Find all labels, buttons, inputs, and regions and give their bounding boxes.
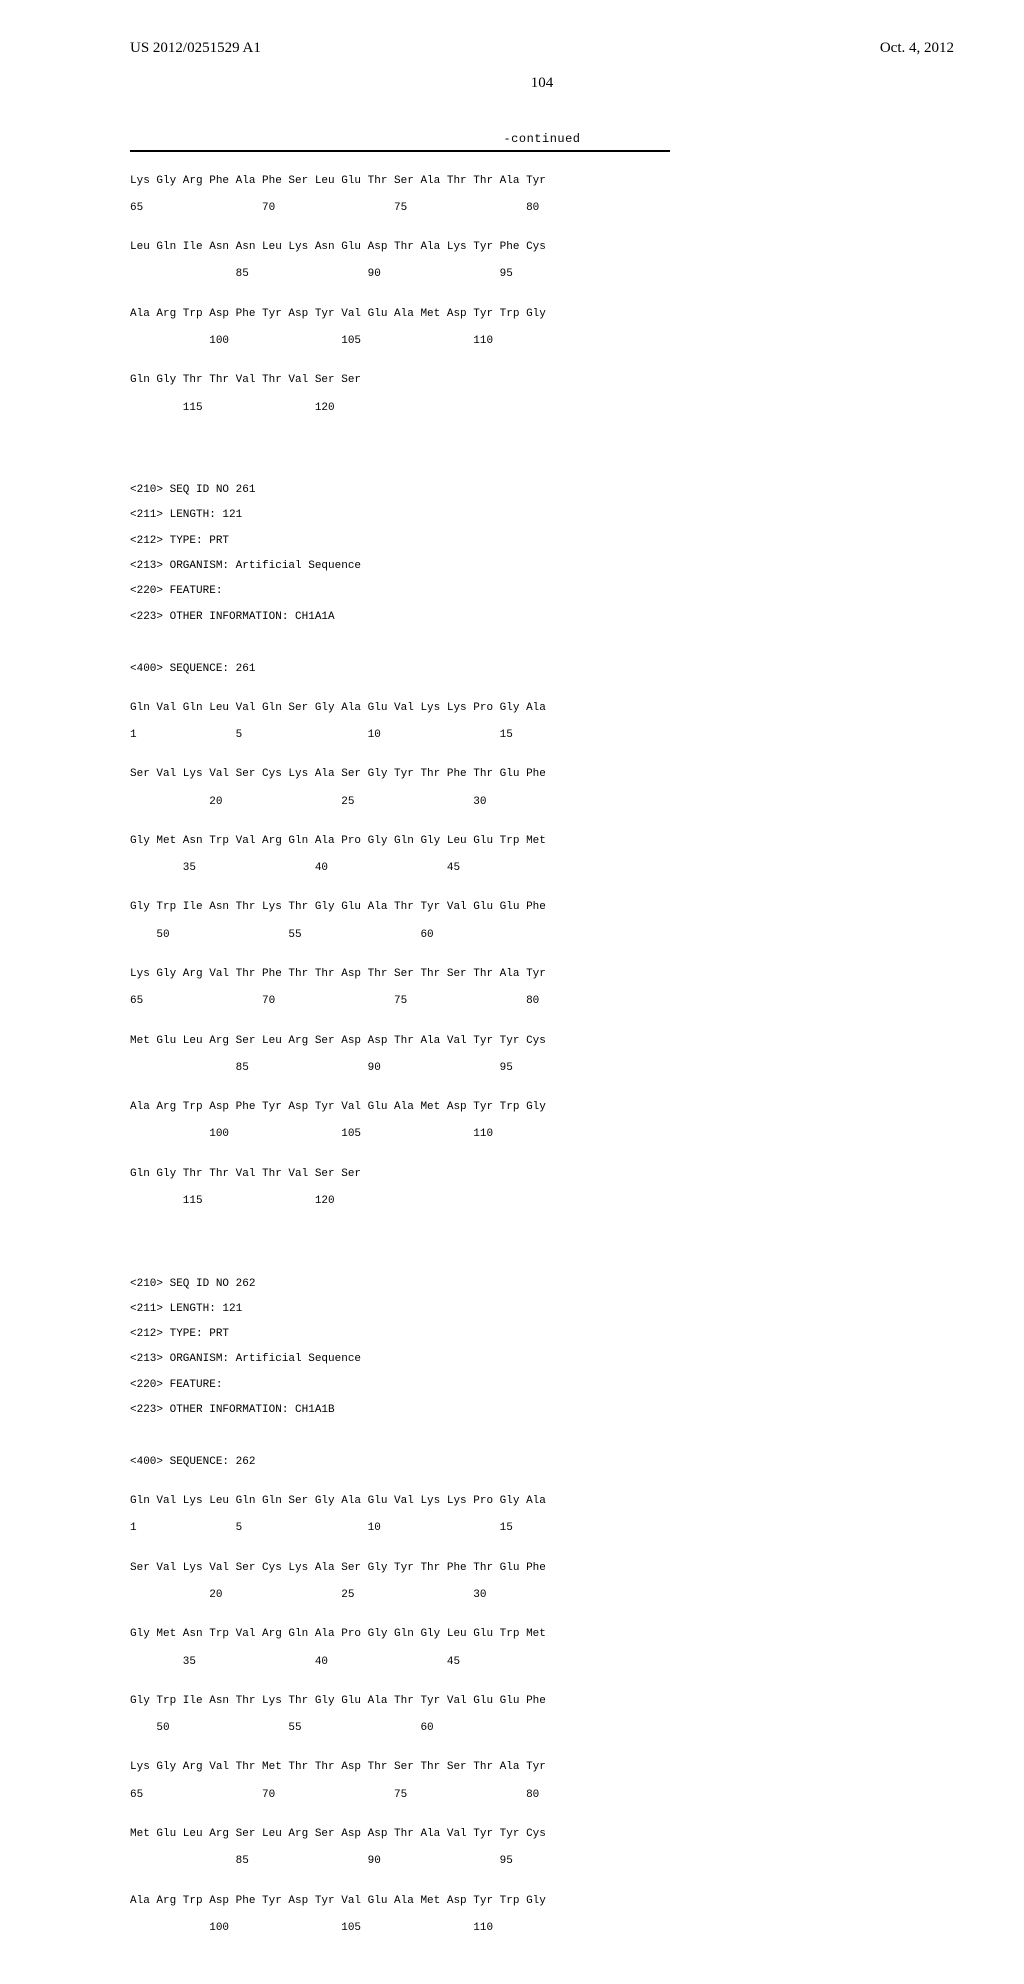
seq262-header: <400> SEQUENCE: 262 [130, 1456, 670, 1469]
seq-num-row: 35 40 45 [130, 1656, 670, 1669]
seq262-meta: <210> SEQ ID NO 262 <211> LENGTH: 121 <2… [130, 1265, 670, 1442]
seq-aa-row: Gln Gly Thr Thr Val Thr Val Ser Ser [130, 374, 670, 387]
meta-line: <213> ORGANISM: Artificial Sequence [130, 1353, 670, 1366]
meta-line: <211> LENGTH: 121 [130, 509, 670, 522]
continued-label: -continued [130, 132, 954, 146]
seq-num-row: 20 25 30 [130, 796, 670, 809]
seq-aa-row: Ser Val Lys Val Ser Cys Lys Ala Ser Gly … [130, 768, 670, 781]
meta-line: <213> ORGANISM: Artificial Sequence [130, 560, 670, 573]
seq-num-row: 115 120 [130, 402, 670, 415]
seq262-sequence: Gln Val Lys Leu Gln Gln Ser Gly Ala Glu … [130, 1483, 670, 1974]
seq-num-row: 20 25 30 [130, 1589, 670, 1602]
meta-line: <212> TYPE: PRT [130, 535, 670, 548]
meta-line: <223> OTHER INFORMATION: CH1A1B [130, 1404, 670, 1417]
meta-line: <210> SEQ ID NO 261 [130, 484, 670, 497]
seq-aa-row: Ala Arg Trp Asp Phe Tyr Asp Tyr Val Glu … [130, 1895, 670, 1908]
seq-aa-row: Gln Gly Thr Thr Val Thr Val Ser Ser [130, 1168, 670, 1181]
sequence-listing: Lys Gly Arg Phe Ala Phe Ser Leu Glu Thr … [130, 150, 670, 1984]
meta-line: <220> FEATURE: [130, 585, 670, 598]
seq-aa-row: Gly Trp Ile Asn Thr Lys Thr Gly Glu Ala … [130, 1695, 670, 1708]
seq-num-row: 65 70 75 80 [130, 995, 670, 1008]
seq-num-row: 100 105 110 [130, 1128, 670, 1141]
meta-line: <210> SEQ ID NO 262 [130, 1278, 670, 1291]
seq-aa-row: Gly Met Asn Trp Val Arg Gln Ala Pro Gly … [130, 835, 670, 848]
seq261-header: <400> SEQUENCE: 261 [130, 663, 670, 676]
meta-line: <212> TYPE: PRT [130, 1328, 670, 1341]
publication-date: Oct. 4, 2012 [880, 40, 954, 57]
seq-num-row: 50 55 60 [130, 1722, 670, 1735]
page-number: 104 [130, 75, 954, 92]
seq-aa-row: Gly Met Asn Trp Val Arg Gln Ala Pro Gly … [130, 1628, 670, 1641]
seq261-meta: <210> SEQ ID NO 261 <211> LENGTH: 121 <2… [130, 472, 670, 649]
seq-num-row: 100 105 110 [130, 335, 670, 348]
page-header: US 2012/0251529 A1 Oct. 4, 2012 [130, 40, 954, 57]
seq-num-row: 85 90 95 [130, 1855, 670, 1868]
seq-aa-row: Lys Gly Arg Val Thr Met Thr Thr Asp Thr … [130, 1761, 670, 1774]
seq-num-row: 85 90 95 [130, 268, 670, 281]
partial-sequence-block: Lys Gly Arg Phe Ala Phe Ser Leu Glu Thr … [130, 162, 670, 454]
seq-num-row: 65 70 75 80 [130, 202, 670, 215]
seq-aa-row: Gln Val Gln Leu Val Gln Ser Gly Ala Glu … [130, 702, 670, 715]
seq-aa-row: Met Glu Leu Arg Ser Leu Arg Ser Asp Asp … [130, 1035, 670, 1048]
seq-aa-row: Ala Arg Trp Asp Phe Tyr Asp Tyr Val Glu … [130, 308, 670, 321]
meta-line: <223> OTHER INFORMATION: CH1A1A [130, 611, 670, 624]
seq-aa-row: Gly Trp Ile Asn Thr Lys Thr Gly Glu Ala … [130, 901, 670, 914]
seq-num-row: 50 55 60 [130, 929, 670, 942]
meta-line: <220> FEATURE: [130, 1379, 670, 1392]
seq-aa-row: Ala Arg Trp Asp Phe Tyr Asp Tyr Val Glu … [130, 1101, 670, 1114]
meta-line: <211> LENGTH: 121 [130, 1303, 670, 1316]
seq-num-row: 35 40 45 [130, 862, 670, 875]
seq-aa-row: Met Glu Leu Arg Ser Leu Arg Ser Asp Asp … [130, 1828, 670, 1841]
seq-aa-row: Ser Val Lys Val Ser Cys Lys Ala Ser Gly … [130, 1562, 670, 1575]
seq-num-row: 100 105 110 [130, 1922, 670, 1935]
seq-num-row: 1 5 10 15 [130, 729, 670, 742]
seq-num-row: 65 70 75 80 [130, 1789, 670, 1802]
publication-number: US 2012/0251529 A1 [130, 40, 261, 57]
seq-aa-row: Lys Gly Arg Phe Ala Phe Ser Leu Glu Thr … [130, 175, 670, 188]
seq-num-row: 85 90 95 [130, 1062, 670, 1075]
seq-num-row: 1 5 10 15 [130, 1522, 670, 1535]
seq-num-row: 115 120 [130, 1195, 670, 1208]
seq-aa-row: Lys Gly Arg Val Thr Phe Thr Thr Asp Thr … [130, 968, 670, 981]
seq-aa-row: Leu Gln Ile Asn Asn Leu Lys Asn Glu Asp … [130, 241, 670, 254]
seq261-sequence: Gln Val Gln Leu Val Gln Ser Gly Ala Glu … [130, 689, 670, 1247]
page-container: US 2012/0251529 A1 Oct. 4, 2012 104 -con… [0, 0, 1024, 1320]
seq-aa-row: Gln Val Lys Leu Gln Gln Ser Gly Ala Glu … [130, 1495, 670, 1508]
